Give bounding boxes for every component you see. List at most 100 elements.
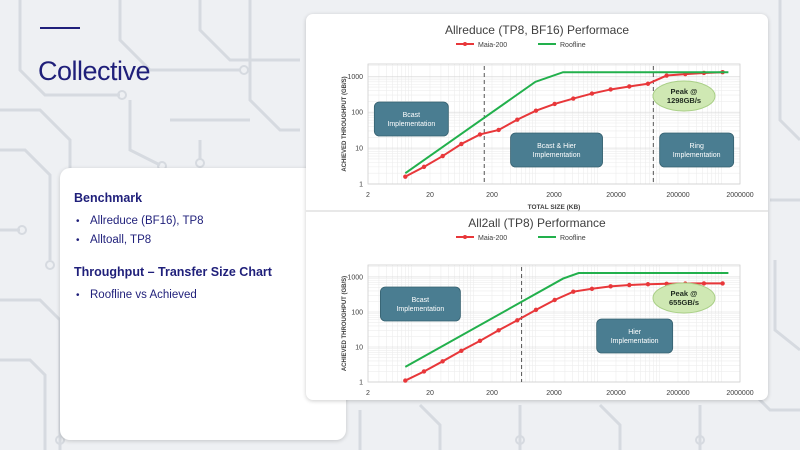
benchmark-list: Allreduce (BF16), TP8 Alltoall, TP8 [74, 212, 332, 250]
region-label: Implementation [533, 152, 581, 159]
chart-2: All2all (TP8) Performance Maia-200 Rooflin… [342, 216, 754, 397]
x-tick-label: 200 [486, 390, 498, 397]
data-point [477, 132, 483, 137]
x-axis-label: TOTAL SIZE (KB) [528, 204, 581, 211]
slide-title: Collective [38, 56, 151, 86]
x-tick-label: 2 [366, 390, 370, 397]
x-tick-label: 20000 [606, 192, 626, 199]
data-point [421, 369, 427, 374]
x-tick-label: 20 [426, 390, 434, 397]
peak-label: 1298GB/s [667, 96, 701, 105]
region-label: Implementation [387, 121, 435, 128]
x-tick-label: 200000 [666, 192, 689, 199]
achieved-line [404, 71, 723, 178]
title-accent-bar [40, 27, 80, 29]
y-tick-label: 1 [359, 182, 363, 189]
y-tick-label: 100 [351, 309, 363, 316]
benchmark-heading: Benchmark [74, 191, 143, 205]
data-point [571, 289, 576, 294]
data-point [645, 81, 651, 86]
data-point [571, 96, 576, 101]
legend-label: Maia-200 [478, 235, 507, 242]
x-tick-label: 200000 [666, 390, 689, 397]
data-point [608, 87, 613, 92]
x-tick-label: 20000 [606, 390, 626, 397]
region-label: Hier [628, 329, 642, 336]
data-point [496, 127, 501, 133]
peak-label: 655GB/s [669, 298, 699, 307]
data-point [627, 84, 632, 89]
legend-label: Roofline [560, 235, 586, 242]
y-axis-label: ACHIEVED THROUGHPUT (GB/S) [342, 276, 348, 371]
data-point [403, 378, 408, 383]
throughput-list: Roofline vs Achieved [74, 286, 332, 305]
region-label: Ring [689, 143, 704, 150]
data-point [552, 297, 557, 303]
x-tick-label: 2000 [546, 390, 562, 397]
achieved-line [404, 282, 723, 382]
region-label: Implementation [673, 152, 721, 159]
data-point [459, 348, 464, 353]
region-box [510, 132, 603, 168]
region-label: Implementation [611, 338, 659, 345]
region-label: Bcast [403, 112, 421, 119]
data-point [552, 101, 557, 107]
chart-1: Allreduce (TP8, BF16) Performace Maia-200… [342, 23, 754, 211]
plot-area [367, 63, 741, 185]
charts-svg: Allreduce (TP8, BF16) Performace Maia-200… [306, 23, 768, 397]
y-tick-label: 1000 [347, 274, 363, 281]
data-point [496, 328, 501, 333]
data-point [459, 141, 464, 147]
x-tick-label: 2000000 [726, 192, 753, 199]
y-axis-label: ACHIEVED THROUGHPUT (GB/S) [342, 76, 348, 171]
y-tick-label: 1000 [347, 74, 363, 81]
legend-marker [463, 42, 467, 46]
legend-label: Maia-200 [478, 42, 507, 49]
benchmark-item: Allreduce (BF16), TP8 [74, 212, 332, 231]
roofline-line [404, 271, 729, 368]
legend-marker [463, 235, 467, 239]
data-point [645, 282, 651, 287]
x-tick-label: 2000000 [726, 390, 753, 397]
data-point [533, 108, 539, 113]
data-point [515, 318, 520, 323]
region-box [659, 132, 735, 168]
y-tick-label: 100 [351, 110, 363, 117]
peak-badge [652, 282, 716, 314]
region-box [596, 318, 674, 354]
data-point [403, 174, 408, 179]
x-tick-label: 20 [426, 192, 434, 199]
region-label: Bcast [412, 297, 430, 304]
data-point [515, 117, 520, 122]
region-label: Implementation [396, 306, 444, 313]
chart-title: Allreduce (TP8, BF16) Performace [445, 23, 629, 37]
data-point [477, 338, 483, 344]
y-tick-label: 10 [355, 146, 363, 153]
region-label: Bcast & Hier [537, 143, 577, 150]
data-point [440, 359, 445, 364]
info-card: Benchmark Allreduce (BF16), TP8 Alltoall… [60, 168, 346, 440]
data-point [720, 281, 725, 286]
benchmark-item: Alltoall, TP8 [74, 231, 332, 250]
peak-label: Peak @ [671, 87, 698, 96]
data-point [701, 281, 707, 286]
data-point [533, 307, 539, 313]
y-tick-label: 1 [359, 380, 363, 387]
region-box [379, 286, 461, 322]
data-point [627, 282, 632, 288]
chart-title: All2all (TP8) Performance [468, 216, 606, 230]
data-point [440, 153, 445, 159]
peak-badge [652, 80, 716, 112]
y-tick-label: 10 [355, 344, 363, 351]
legend-label: Roofline [560, 42, 586, 49]
x-tick-label: 2000 [546, 192, 562, 199]
chart-panel: Allreduce (TP8, BF16) Performace Maia-200… [306, 14, 768, 400]
data-point [608, 284, 613, 289]
region-box [373, 101, 449, 137]
x-tick-label: 2 [366, 192, 370, 199]
throughput-heading: Throughput – Transfer Size Chart [74, 265, 272, 279]
data-point [664, 73, 669, 78]
plot-area [367, 264, 741, 383]
x-tick-label: 200 [486, 192, 498, 199]
